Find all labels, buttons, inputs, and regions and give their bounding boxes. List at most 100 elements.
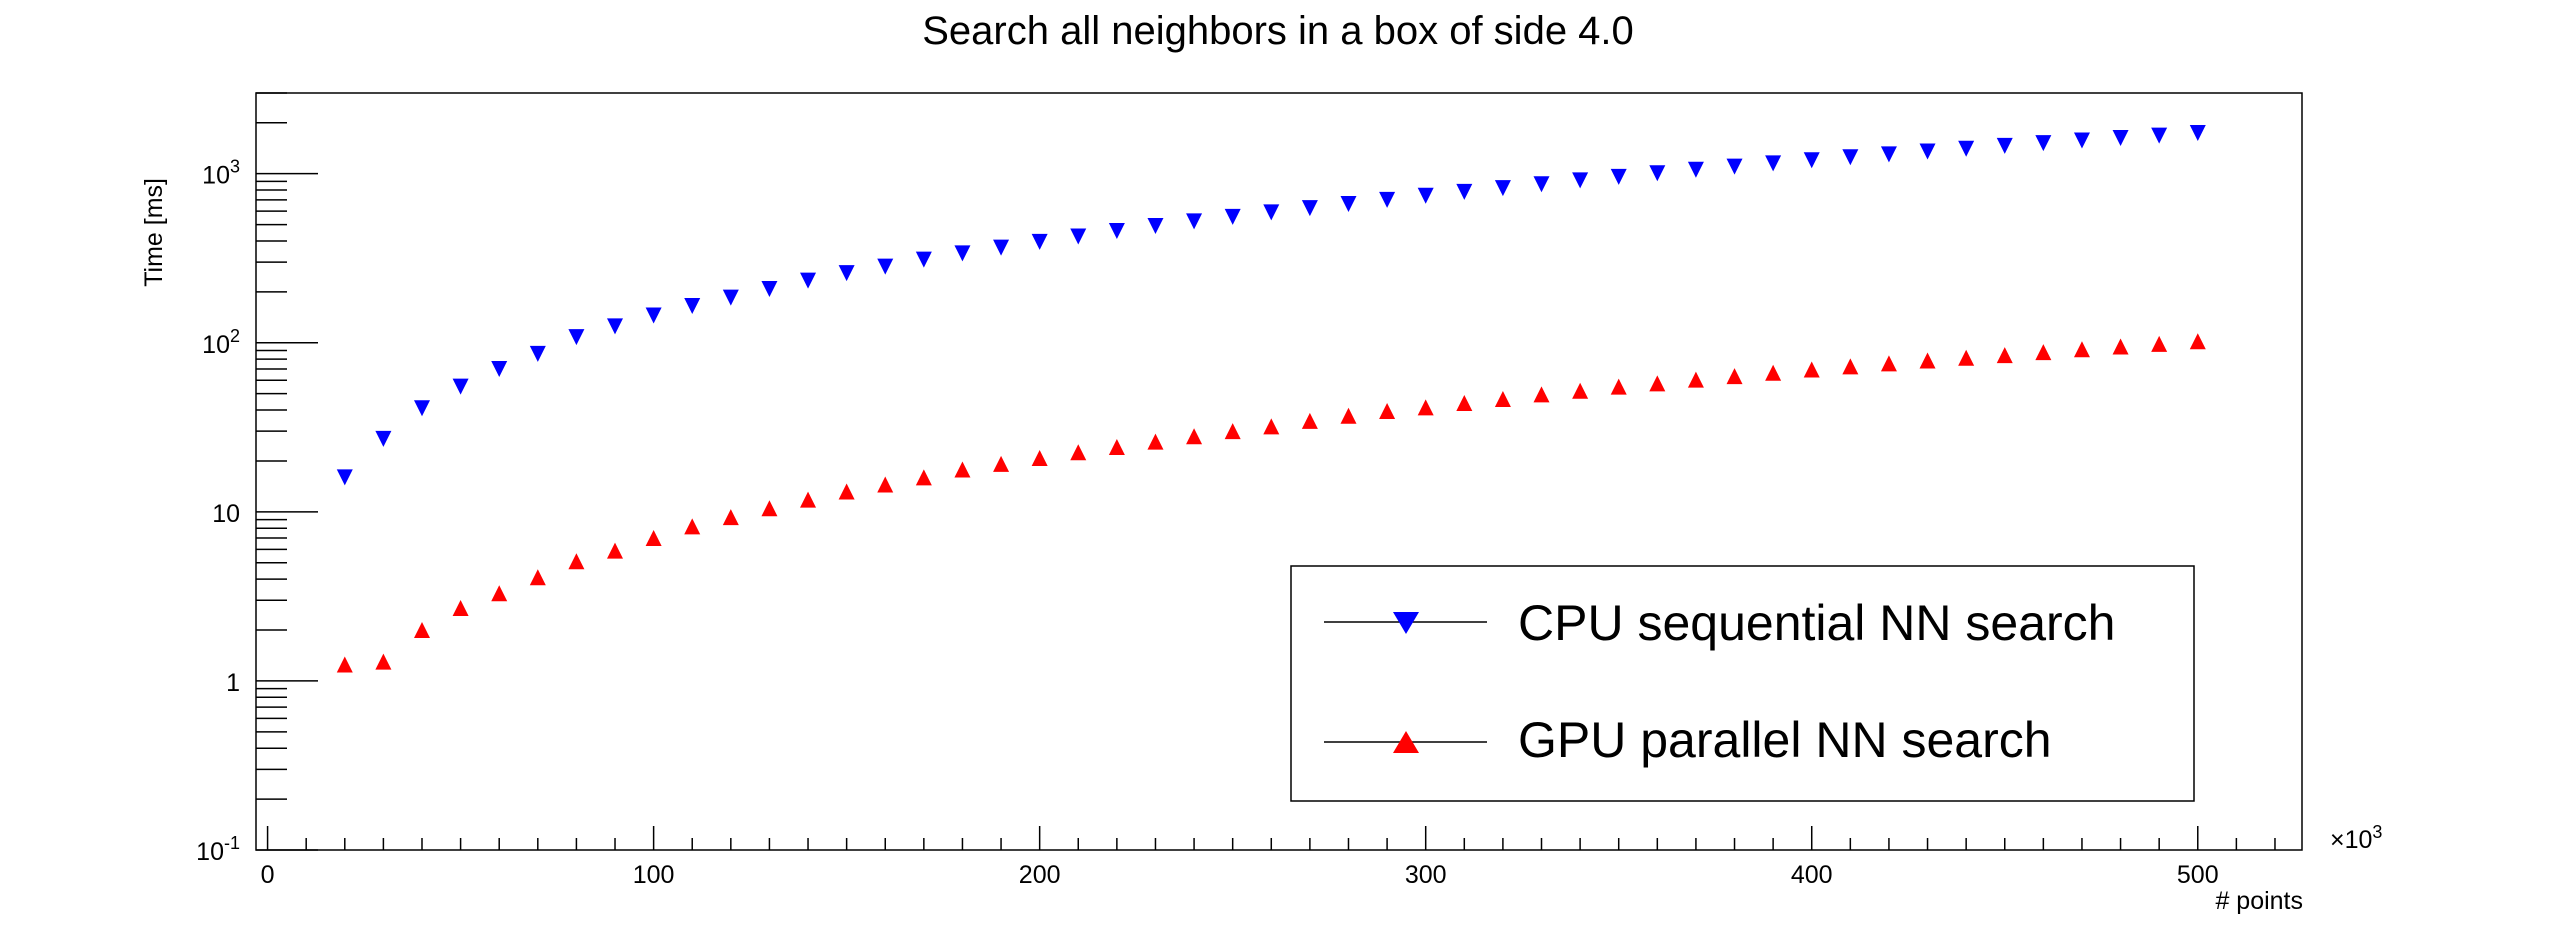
- data-point: [645, 530, 662, 547]
- legend-label-cpu: CPU sequential NN search: [1518, 595, 2116, 651]
- data-point: [1958, 140, 1975, 157]
- data-point: [1108, 438, 1125, 455]
- data-point: [761, 280, 778, 297]
- data-point: [1224, 423, 1241, 440]
- data-point: [993, 239, 1010, 256]
- x-multiplier-exponent: 3: [2372, 822, 2382, 842]
- data-point: [2151, 335, 2168, 352]
- y-axis-label: Time [ms]: [140, 178, 168, 287]
- data-point: [800, 272, 817, 289]
- data-point: [877, 476, 894, 493]
- y-tick-base: 10: [202, 162, 230, 190]
- data-point: [1572, 172, 1589, 189]
- data-point: [1842, 149, 1859, 166]
- data-point: [491, 360, 508, 377]
- data-point: [1803, 361, 1820, 378]
- data-point: [1108, 223, 1125, 240]
- data-point: [607, 318, 624, 335]
- data-point: [491, 585, 508, 602]
- data-point: [1456, 183, 1473, 200]
- data-point: [607, 542, 624, 559]
- y-tick-exponent: 3: [230, 157, 240, 177]
- y-tick-exponent: -1: [224, 833, 240, 853]
- data-point: [2035, 344, 2052, 361]
- data-point: [838, 483, 855, 500]
- x-tick-label: 100: [633, 861, 675, 889]
- series-1: [336, 333, 2206, 673]
- series-layer: [336, 125, 2206, 673]
- data-point: [684, 518, 701, 535]
- data-point: [1533, 176, 1550, 193]
- data-point: [2189, 125, 2206, 142]
- data-point: [1379, 191, 1396, 208]
- y-tick-exponent: 2: [230, 326, 240, 346]
- data-point: [1186, 428, 1203, 445]
- data-point: [1919, 352, 1936, 369]
- data-point: [375, 653, 392, 670]
- legend: CPU sequential NN search GPU parallel NN…: [1290, 565, 2195, 802]
- data-point: [1340, 407, 1357, 424]
- y-tick-base: 10: [212, 500, 240, 528]
- data-point: [413, 622, 430, 639]
- data-point: [1765, 155, 1782, 172]
- plot-frame: [255, 92, 2303, 851]
- legend-marker-gpu: [1393, 731, 1419, 753]
- data-point: [1417, 399, 1434, 416]
- data-point: [1417, 187, 1434, 204]
- data-point: [1533, 386, 1550, 403]
- data-point: [2073, 132, 2090, 149]
- legend-marker-cpu: [1393, 612, 1419, 634]
- data-point: [1147, 218, 1164, 235]
- data-point: [1340, 195, 1357, 212]
- x-multiplier-text: ×10: [2330, 826, 2372, 854]
- data-point: [1494, 180, 1511, 197]
- x-tick-label: 500: [2177, 861, 2219, 889]
- x-axis-multiplier: ×103: [2330, 822, 2382, 854]
- x-axis: 0 100 200 300 400 500: [261, 826, 2276, 889]
- data-point: [1031, 233, 1048, 250]
- data-point: [877, 258, 894, 275]
- data-point: [954, 461, 971, 478]
- data-point: [2112, 338, 2129, 355]
- data-point: [915, 251, 932, 268]
- data-point: [1456, 395, 1473, 412]
- y-tick-base: 1: [226, 669, 240, 697]
- data-point: [1147, 433, 1164, 450]
- data-point: [915, 469, 932, 486]
- data-point: [1919, 143, 1936, 160]
- data-point: [1958, 349, 1975, 366]
- y-tick-base: 10: [196, 838, 224, 866]
- data-point: [684, 297, 701, 314]
- data-point: [1996, 137, 2013, 154]
- data-point: [336, 656, 353, 673]
- data-point: [1263, 204, 1280, 221]
- data-point: [452, 378, 469, 395]
- legend-frame: [1290, 565, 2195, 802]
- data-point: [1803, 152, 1820, 169]
- data-point: [1186, 213, 1203, 230]
- data-point: [838, 265, 855, 282]
- data-point: [722, 509, 739, 526]
- data-point: [529, 345, 546, 362]
- data-point: [761, 500, 778, 517]
- data-point: [1301, 200, 1318, 217]
- data-point: [954, 245, 971, 262]
- data-point: [1842, 358, 1859, 375]
- data-point: [1263, 418, 1280, 435]
- data-point: [993, 455, 1010, 472]
- x-tick-label: 200: [1019, 861, 1061, 889]
- y-tick-label: 1: [226, 669, 240, 697]
- data-point: [568, 553, 585, 570]
- y-tick-label: 10-1: [196, 833, 240, 866]
- data-point: [1880, 355, 1897, 372]
- data-point: [800, 491, 817, 508]
- y-tick-label: 103: [202, 157, 240, 190]
- data-point: [1224, 208, 1241, 225]
- data-point: [1070, 228, 1087, 245]
- data-point: [1765, 364, 1782, 381]
- data-point: [452, 599, 469, 616]
- y-tick-label: 10: [212, 500, 240, 528]
- data-point: [1649, 165, 1666, 182]
- data-point: [1572, 382, 1589, 399]
